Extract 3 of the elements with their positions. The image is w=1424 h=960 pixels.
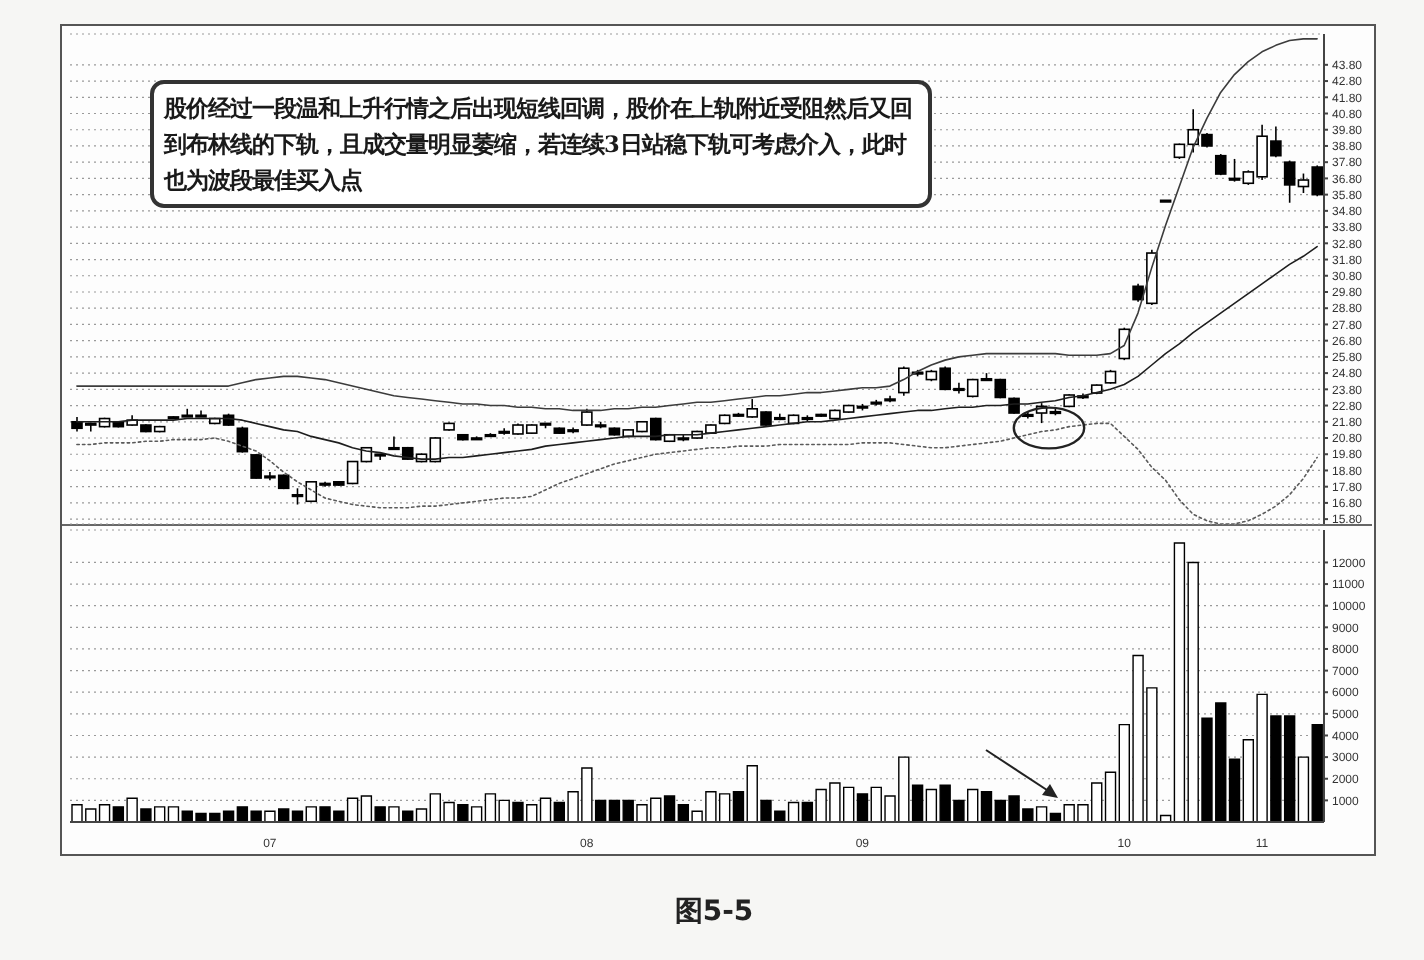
caption: 图5-5 [672, 894, 756, 930]
line-series [76, 38, 1318, 412]
annotation: 股价经过一段温和上升行情之后出现短线回调，股价在上轨附近受阻然后又回到布林线的下轨，且成交量明显萎缩，若连续3日站稳下轨可考虑介入，此时也为波段最佳买入点 [150, 80, 932, 208]
